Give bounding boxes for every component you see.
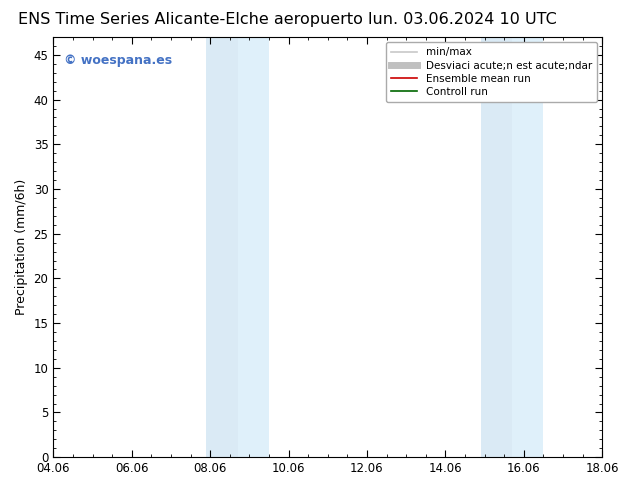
- Bar: [512, 37, 543, 457]
- Text: ENS Time Series Alicante-Elche aeropuerto: ENS Time Series Alicante-Elche aeropuert…: [18, 12, 363, 27]
- Text: © woespana.es: © woespana.es: [64, 54, 172, 67]
- Bar: [238, 37, 269, 457]
- Bar: [481, 37, 512, 457]
- Text: lun. 03.06.2024 10 UTC: lun. 03.06.2024 10 UTC: [368, 12, 557, 27]
- Legend: min/max, Desviaci acute;n est acute;ndar, Ensemble mean run, Controll run: min/max, Desviaci acute;n est acute;ndar…: [386, 42, 597, 102]
- Bar: [206, 37, 238, 457]
- Y-axis label: Precipitation (mm/6h): Precipitation (mm/6h): [15, 179, 28, 315]
